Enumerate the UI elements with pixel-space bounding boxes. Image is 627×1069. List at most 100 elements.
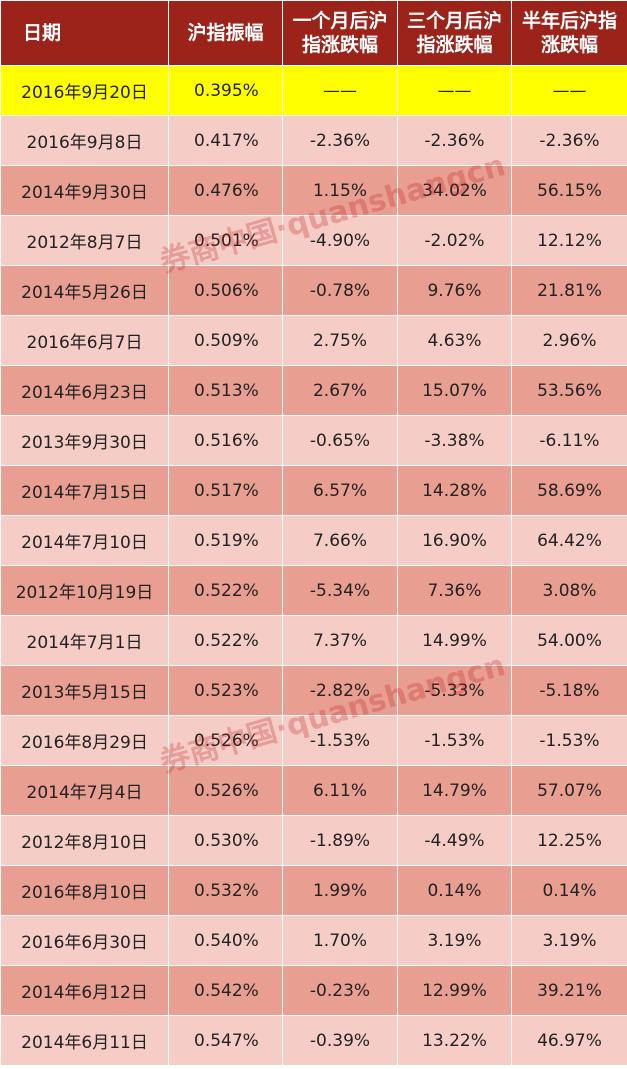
six-month-cell: 21.81% — [512, 266, 627, 315]
table-row: 2016年9月8日 0.417% -2.36% -2.36% -2.36% — [1, 116, 627, 165]
one-month-cell: 1.15% — [283, 166, 397, 215]
amplitude-cell: 0.523% — [169, 666, 282, 715]
amplitude-cell: 0.513% — [169, 366, 282, 415]
one-month-cell: 6.11% — [283, 766, 397, 815]
three-month-cell: —— — [398, 66, 511, 115]
three-month-cell: 15.07% — [398, 366, 511, 415]
one-month-cell: 7.37% — [283, 616, 397, 665]
header-row: 日期 沪指振幅 一个月后沪 指涨跌幅 三个月后沪 指涨跌幅 半年后沪指 涨跌幅 — [1, 1, 627, 65]
three-month-cell: 4.63% — [398, 316, 511, 365]
table-row: 2012年8月7日 0.501% -4.90% -2.02% 12.12% — [1, 216, 627, 265]
three-month-cell: 14.79% — [398, 766, 511, 815]
date-cell: 2016年9月8日 — [1, 116, 168, 165]
one-month-cell: -5.34% — [283, 566, 397, 615]
six-month-cell: —— — [512, 66, 627, 115]
one-month-cell: -1.89% — [283, 816, 397, 865]
header-six-month: 半年后沪指 涨跌幅 — [512, 1, 627, 65]
six-month-cell: 64.42% — [512, 516, 627, 565]
table-row: 2014年9月30日 0.476% 1.15% 34.02% 56.15% — [1, 166, 627, 215]
amplitude-cell: 0.417% — [169, 116, 282, 165]
amplitude-cell: 0.530% — [169, 816, 282, 865]
header-three-month: 三个月后沪 指涨跌幅 — [398, 1, 511, 65]
six-month-cell: 0.14% — [512, 866, 627, 915]
date-cell: 2014年7月4日 — [1, 766, 168, 815]
amplitude-cell: 0.526% — [169, 716, 282, 765]
amplitude-cell: 0.516% — [169, 416, 282, 465]
three-month-cell: 9.76% — [398, 266, 511, 315]
one-month-cell: -0.23% — [283, 966, 397, 1015]
table-body: 2016年9月20日 0.395% —— —— —— 2016年9月8日 0.417% -2.… — [1, 66, 627, 1065]
three-month-cell: 14.28% — [398, 466, 511, 515]
three-month-cell: -4.49% — [398, 816, 511, 865]
amplitude-cell: 0.509% — [169, 316, 282, 365]
six-month-cell: 46.97% — [512, 1016, 627, 1065]
date-cell: 2014年7月1日 — [1, 616, 168, 665]
one-month-cell: —— — [283, 66, 397, 115]
six-month-cell: -6.11% — [512, 416, 627, 465]
amplitude-cell: 0.501% — [169, 216, 282, 265]
amplitude-cell: 0.395% — [169, 66, 282, 115]
amplitude-cell: 0.506% — [169, 266, 282, 315]
three-month-cell: 3.19% — [398, 916, 511, 965]
six-month-cell: 2.96% — [512, 316, 627, 365]
six-month-cell: -1.53% — [512, 716, 627, 765]
amplitude-cell: 0.519% — [169, 516, 282, 565]
six-month-cell: 3.19% — [512, 916, 627, 965]
amplitude-cell: 0.522% — [169, 616, 282, 665]
three-month-cell: 34.02% — [398, 166, 511, 215]
date-cell: 2014年7月15日 — [1, 466, 168, 515]
date-cell: 2016年6月30日 — [1, 916, 168, 965]
table-row: 2014年7月15日 0.517% 6.57% 14.28% 58.69% — [1, 466, 627, 515]
amplitude-cell: 0.547% — [169, 1016, 282, 1065]
header-one-month: 一个月后沪 指涨跌幅 — [283, 1, 397, 65]
amplitude-cell: 0.522% — [169, 566, 282, 615]
table-row: 2014年7月1日 0.522% 7.37% 14.99% 54.00% — [1, 616, 627, 665]
table-row: 2014年6月12日 0.542% -0.23% 12.99% 39.21% — [1, 966, 627, 1015]
three-month-cell: 7.36% — [398, 566, 511, 615]
six-month-cell: 3.08% — [512, 566, 627, 615]
one-month-cell: -0.39% — [283, 1016, 397, 1065]
six-month-cell: 12.25% — [512, 816, 627, 865]
date-cell: 2012年10月19日 — [1, 566, 168, 615]
table-row: 2012年8月10日 0.530% -1.89% -4.49% 12.25% — [1, 816, 627, 865]
one-month-cell: 2.67% — [283, 366, 397, 415]
one-month-cell: -1.53% — [283, 716, 397, 765]
six-month-cell: 56.15% — [512, 166, 627, 215]
one-month-cell: 2.75% — [283, 316, 397, 365]
six-month-cell: 12.12% — [512, 216, 627, 265]
one-month-cell: 7.66% — [283, 516, 397, 565]
date-cell: 2016年6月7日 — [1, 316, 168, 365]
amplitude-cell: 0.540% — [169, 916, 282, 965]
one-month-cell: -0.78% — [283, 266, 397, 315]
amplitude-cell: 0.517% — [169, 466, 282, 515]
table-row: 2014年6月11日 0.547% -0.39% 13.22% 46.97% — [1, 1016, 627, 1065]
three-month-cell: 13.22% — [398, 1016, 511, 1065]
table-row: 2016年8月29日 0.526% -1.53% -1.53% -1.53% — [1, 716, 627, 765]
table-row: 2014年7月10日 0.519% 7.66% 16.90% 64.42% — [1, 516, 627, 565]
table-row: 2014年5月26日 0.506% -0.78% 9.76% 21.81% — [1, 266, 627, 315]
date-cell: 2014年6月11日 — [1, 1016, 168, 1065]
table-row: 2016年6月7日 0.509% 2.75% 4.63% 2.96% — [1, 316, 627, 365]
date-cell: 2016年9月20日 — [1, 66, 168, 115]
date-cell: 2014年6月23日 — [1, 366, 168, 415]
one-month-cell: 1.99% — [283, 866, 397, 915]
date-cell: 2012年8月7日 — [1, 216, 168, 265]
three-month-cell: -1.53% — [398, 716, 511, 765]
date-cell: 2014年6月12日 — [1, 966, 168, 1015]
three-month-cell: 14.99% — [398, 616, 511, 665]
date-cell: 2012年8月10日 — [1, 816, 168, 865]
one-month-cell: 6.57% — [283, 466, 397, 515]
amplitude-cell: 0.532% — [169, 866, 282, 915]
date-cell: 2016年8月29日 — [1, 716, 168, 765]
one-month-cell: -0.65% — [283, 416, 397, 465]
six-month-cell: 57.07% — [512, 766, 627, 815]
three-month-cell: 12.99% — [398, 966, 511, 1015]
three-month-cell: 0.14% — [398, 866, 511, 915]
table-row: 2013年5月15日 0.523% -2.82% -5.33% -5.18% — [1, 666, 627, 715]
table-row: 2016年8月10日 0.532% 1.99% 0.14% 0.14% — [1, 866, 627, 915]
table-row: 2012年10月19日 0.522% -5.34% 7.36% 3.08% — [1, 566, 627, 615]
amplitude-cell: 0.542% — [169, 966, 282, 1015]
six-month-cell: 53.56% — [512, 366, 627, 415]
amplitude-cell: 0.476% — [169, 166, 282, 215]
